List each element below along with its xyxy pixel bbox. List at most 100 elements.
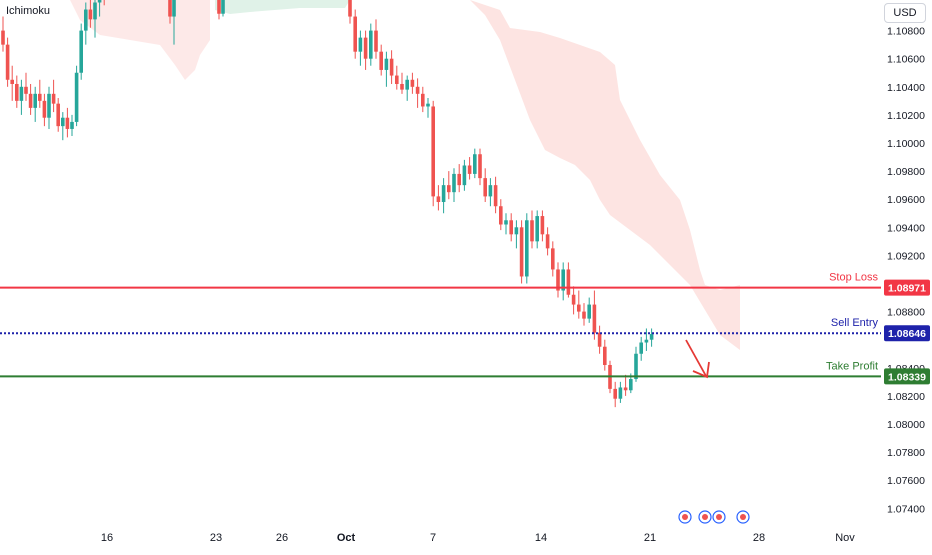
y-tick-label: 1.10000	[887, 138, 925, 150]
y-tick-label: 1.08800	[887, 307, 925, 319]
price-tag-label: 1.08339	[888, 371, 926, 383]
candle-body	[93, 2, 97, 20]
time-axis: 16 23 26 Oct 7 14 21 28 Nov	[101, 532, 855, 544]
x-tick-label: 7	[430, 532, 436, 544]
candle-body	[15, 83, 19, 101]
candle-body	[483, 178, 487, 197]
candle-body	[217, 0, 221, 14]
x-tick-label: 28	[753, 532, 765, 544]
y-tick-label: 1.10800	[887, 26, 925, 38]
candle-body	[358, 37, 363, 52]
candle-body	[415, 86, 420, 94]
candle-body	[19, 86, 24, 101]
trade-levels: Stop Loss Sell Entry Take Profit	[0, 272, 881, 378]
candle-body	[431, 106, 435, 197]
candle-body	[97, 0, 102, 3]
price-tag	[884, 325, 930, 342]
candle-body	[509, 220, 513, 235]
price-axis: 1.10800 1.10600 1.10400 1.10200 1.10000 1.098…	[881, 0, 932, 528]
price-tag-label: 1.08646	[888, 328, 926, 340]
candle-body	[644, 339, 649, 343]
candle-body	[405, 79, 409, 90]
candle-body	[33, 93, 37, 108]
candle-body	[348, 0, 352, 17]
x-tick-label: 23	[210, 532, 222, 544]
candle-body	[639, 342, 643, 354]
candle-body	[535, 216, 539, 242]
y-tick-label: 1.08000	[887, 419, 925, 431]
y-tick-label: 1.07800	[887, 447, 925, 459]
candle-body	[389, 58, 394, 76]
candle-body	[582, 311, 586, 319]
candle-body	[561, 269, 565, 291]
candle-body	[384, 58, 389, 70]
candle-body	[571, 294, 576, 305]
y-tick-label: 1.07600	[887, 475, 925, 487]
candle-body	[47, 93, 51, 118]
level-name: Take Profit	[826, 360, 878, 372]
candle-body	[519, 227, 524, 277]
candle-body	[478, 154, 482, 179]
x-tick-label: 16	[101, 532, 113, 544]
candle-body	[540, 216, 545, 235]
price-tag	[884, 368, 930, 385]
candle-body	[61, 117, 65, 127]
candle-body	[426, 103, 430, 107]
candle-body	[551, 248, 555, 270]
arrow-head	[692, 361, 710, 379]
candle-body	[400, 83, 404, 90]
candle-body	[649, 334, 654, 340]
candle-body	[84, 9, 88, 31]
candle-body	[613, 388, 617, 399]
candle-body	[42, 100, 47, 118]
candle-body	[556, 269, 560, 291]
y-tick-label: 1.09800	[887, 166, 925, 178]
candle-body	[1, 30, 5, 45]
candle-body	[603, 346, 607, 365]
candle-body	[499, 206, 503, 225]
candle-body	[618, 387, 623, 399]
candle-body	[592, 304, 597, 333]
projection-arrow	[685, 339, 710, 379]
candle-body	[488, 185, 493, 197]
y-tick-label: 1.07400	[887, 503, 925, 515]
y-tick-label: 1.10400	[887, 82, 925, 94]
event-marker-dot	[716, 514, 722, 520]
candle-body	[395, 75, 399, 84]
currency-selector[interactable]: USD	[884, 3, 926, 23]
candle-body	[65, 117, 70, 129]
y-tick-label: 1.10600	[887, 54, 925, 66]
candle-body	[56, 103, 60, 127]
event-marker-dot	[682, 514, 688, 520]
x-tick-label: 26	[276, 532, 288, 544]
indicator-label[interactable]: Ichimoku	[6, 5, 51, 17]
candle-body	[24, 86, 28, 94]
event-marker-dot	[702, 514, 708, 520]
cloud-bearish-left	[10, 0, 210, 80]
candle-body	[514, 227, 519, 235]
y-tick-label: 1.08200	[887, 391, 925, 403]
candle-body	[577, 304, 581, 312]
candle-body	[168, 0, 172, 17]
candle-body	[363, 37, 368, 59]
y-tick-label: 1.09200	[887, 250, 925, 262]
price-tag	[884, 279, 930, 296]
candle-body	[634, 353, 638, 380]
candle-body	[70, 121, 74, 129]
cloud-bullish	[215, 0, 350, 14]
candle-body	[88, 9, 93, 20]
candle-body	[597, 332, 602, 347]
candlesticks	[1, 0, 654, 408]
x-tick-label: Oct	[337, 532, 356, 544]
ichimoku-cloud	[10, 0, 740, 350]
level-name: Stop Loss	[829, 272, 878, 284]
x-tick-label: 14	[535, 532, 547, 544]
x-tick-label: Nov	[835, 532, 855, 544]
candle-body	[629, 379, 633, 391]
candle-body	[5, 44, 10, 80]
event-marker-dot	[740, 514, 746, 520]
candle-body	[452, 173, 456, 193]
candle-body	[221, 0, 225, 14]
